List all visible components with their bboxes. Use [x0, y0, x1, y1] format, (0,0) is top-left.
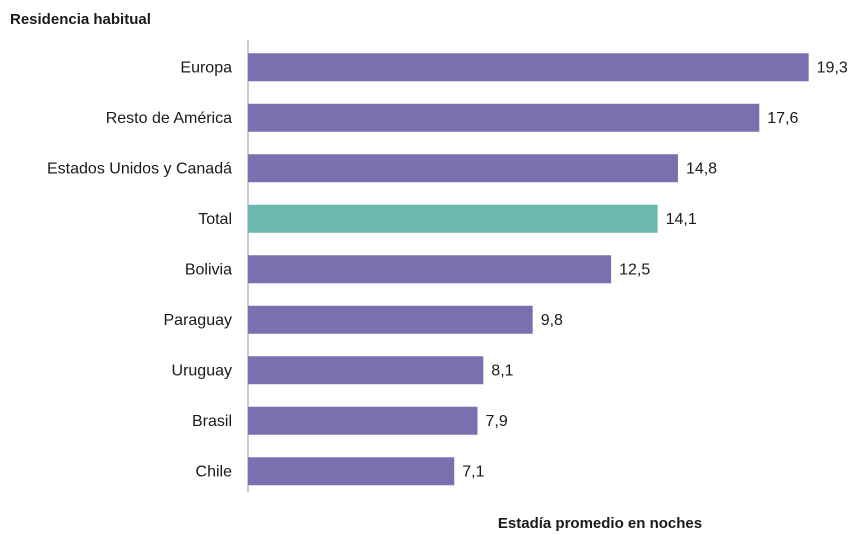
chart-title: Residencia habitual [10, 11, 151, 28]
value-label: 8,1 [491, 362, 513, 379]
bar [248, 204, 658, 233]
y-tick-label: Paraguay [164, 312, 233, 329]
bar [248, 406, 478, 435]
y-tick-label: Bolivia [185, 261, 232, 278]
y-tick-label: Uruguay [172, 362, 232, 379]
y-tick-label: Resto de América [106, 110, 232, 127]
bar [248, 53, 809, 82]
y-tick-label: Estados Unidos y Canadá [47, 160, 232, 177]
bar [248, 154, 678, 183]
y-tick-label: Brasil [192, 413, 232, 430]
bar [248, 457, 455, 486]
value-label: 19,3 [817, 59, 848, 76]
value-label: 7,1 [462, 463, 484, 480]
value-label: 9,8 [541, 312, 563, 329]
value-label: 7,9 [485, 413, 507, 430]
bar [248, 356, 484, 385]
bar [248, 103, 760, 132]
x-axis-title: Estadía promedio en noches [498, 515, 702, 532]
y-tick-label: Total [198, 211, 232, 228]
value-label: 12,5 [619, 261, 650, 278]
bar [248, 305, 533, 334]
y-tick-label: Europa [180, 59, 232, 76]
value-label: 17,6 [767, 110, 798, 127]
value-label: 14,1 [666, 211, 697, 228]
value-label: 14,8 [686, 160, 717, 177]
bar [248, 255, 612, 284]
y-tick-label: Chile [196, 463, 233, 480]
